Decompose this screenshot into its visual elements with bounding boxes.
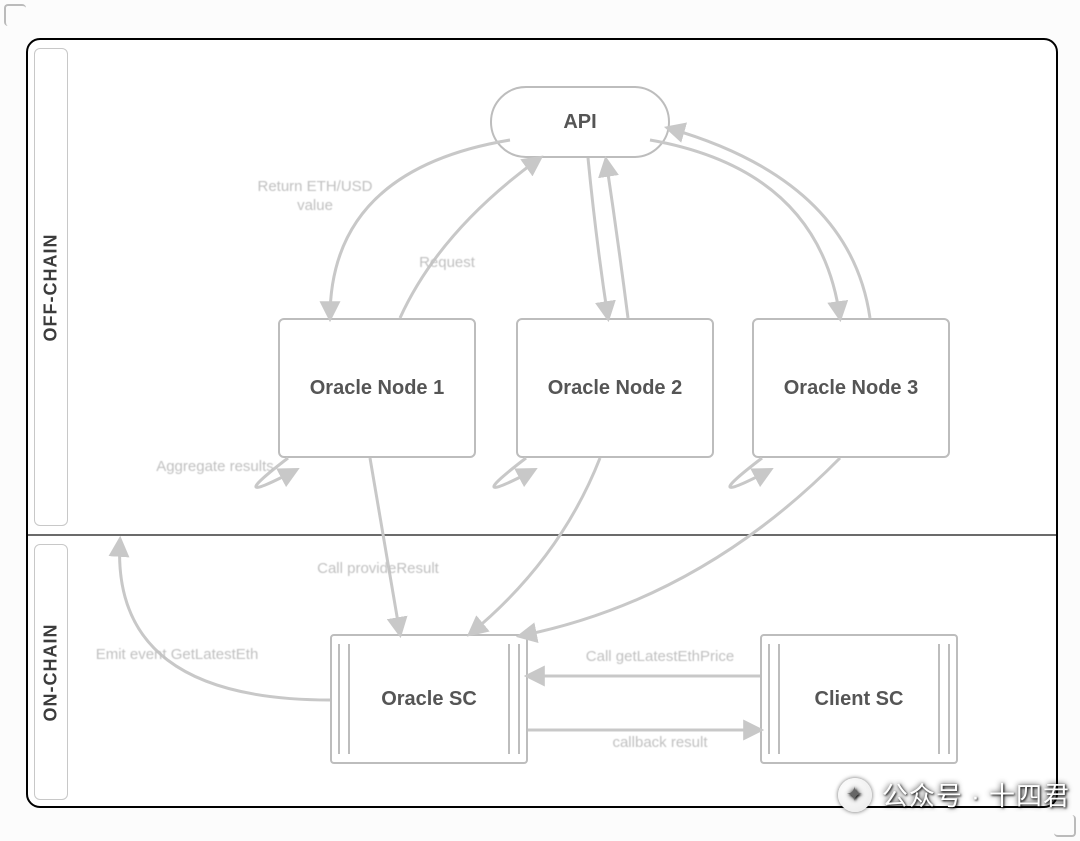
node-oracle-1-label: Oracle Node 1 — [310, 377, 445, 400]
section-divider — [28, 534, 1056, 536]
wechat-icon: ✦ — [838, 778, 872, 812]
node-oracle-2: Oracle Node 2 — [516, 318, 714, 458]
section-label-onchain: ON-CHAIN — [34, 544, 68, 800]
edge-label-csc-osc: Call getLatestEthPrice — [560, 648, 760, 667]
watermark-text: 公众号 · 十四君 — [882, 776, 1070, 813]
node-oracle-sc-label: Oracle SC — [381, 688, 477, 711]
node-api: API — [490, 86, 670, 158]
node-oracle-3: Oracle Node 3 — [752, 318, 950, 458]
node-client-sc: Client SC — [760, 634, 958, 764]
node-oracle-3-label: Oracle Node 3 — [784, 377, 919, 400]
node-oracle-2-label: Oracle Node 2 — [548, 377, 683, 400]
edge-label-osc-csc: callback result — [560, 734, 760, 753]
edge-label-on1-api: Request — [392, 254, 502, 273]
edge-label-on1-loop: Aggregate results — [150, 458, 280, 477]
node-oracle-sc: Oracle SC — [330, 634, 528, 764]
node-api-label: API — [563, 111, 596, 134]
section-label-offchain: OFF-CHAIN — [34, 48, 68, 526]
onchain-label-text: ON-CHAIN — [41, 623, 62, 721]
node-client-sc-label: Client SC — [815, 688, 904, 711]
edge-label-on1-osc: Call provideResult — [288, 560, 468, 579]
node-oracle-1: Oracle Node 1 — [278, 318, 476, 458]
watermark: ✦ 公众号 · 十四君 — [838, 776, 1070, 813]
offchain-label-text: OFF-CHAIN — [41, 233, 62, 341]
edge-label-osc-event: Emit event GetLatestEth — [92, 646, 262, 665]
edge-label-api-on1: Return ETH/USD value — [240, 178, 390, 216]
